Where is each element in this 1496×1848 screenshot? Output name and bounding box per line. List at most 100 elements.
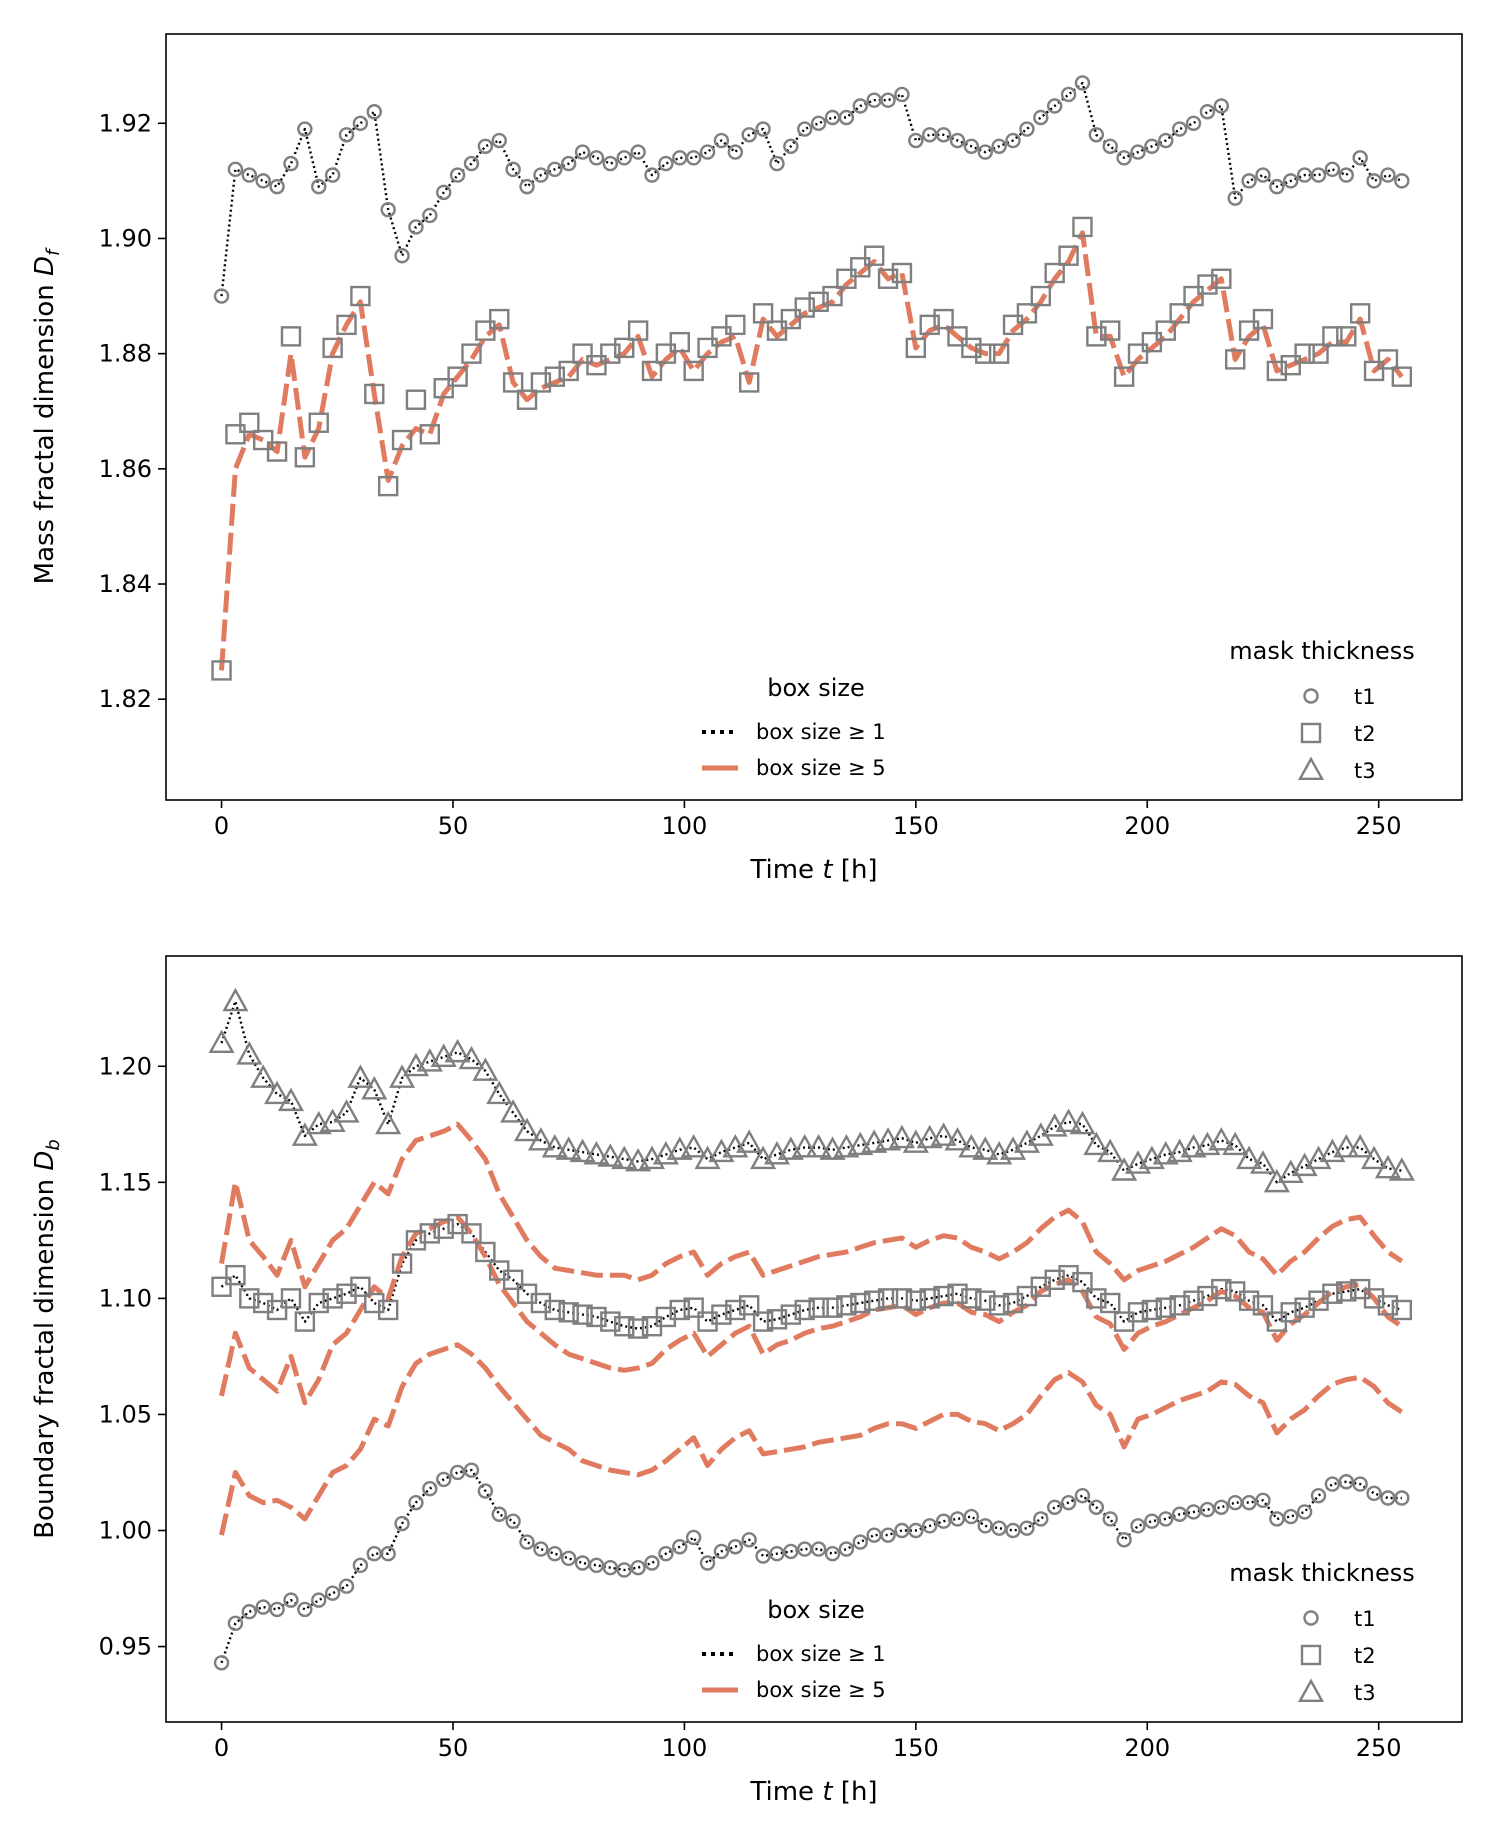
data-point-circle — [1158, 132, 1174, 149]
data-point-triangle — [1249, 1150, 1277, 1174]
data-point-square — [239, 412, 260, 433]
legend-mask-thickness: mask thickness t1 t2 t3 — [1229, 637, 1414, 783]
data-point-circle — [1102, 138, 1118, 155]
data-point-square — [1280, 354, 1301, 376]
data-point-square — [1391, 1299, 1413, 1321]
data-point-circle — [1199, 104, 1216, 120]
data-point-circle — [630, 1559, 646, 1576]
data-point-square — [530, 372, 552, 393]
x-tick-label: 0 — [214, 1734, 229, 1762]
data-point-triangle — [236, 1041, 263, 1065]
data-point-square — [322, 1288, 343, 1309]
data-point-circle — [1394, 1490, 1410, 1506]
data-point-triangle — [833, 1134, 860, 1158]
data-point-triangle — [444, 1038, 471, 1063]
x-axis-label-unit: [h] — [841, 1777, 878, 1807]
data-point-circle — [949, 1511, 966, 1527]
data-point-circle — [436, 1471, 452, 1488]
data-point-square — [1238, 1290, 1260, 1311]
series-line-3 — [219, 1214, 1404, 1406]
data-point-triangle — [500, 1099, 527, 1123]
data-point-square — [627, 1318, 649, 1339]
data-point-circle — [1144, 1513, 1160, 1529]
data-point-circle — [1310, 1487, 1327, 1504]
data-point-square — [336, 1283, 357, 1304]
data-point-circle — [1116, 1532, 1132, 1548]
data-point-circle — [1366, 173, 1382, 189]
data-point-square — [1002, 314, 1024, 336]
data-point-circle — [1005, 132, 1021, 149]
data-point-square — [308, 412, 329, 433]
data-point-square — [725, 314, 746, 336]
data-point-square — [919, 1288, 940, 1309]
data-point-circle — [755, 1548, 771, 1564]
data-point-triangle — [958, 1134, 985, 1158]
data-point-circle — [519, 178, 535, 195]
data-point-circle — [616, 1562, 632, 1578]
data-point-circle — [1380, 167, 1396, 183]
data-point-square — [1086, 1288, 1107, 1309]
data-point-square — [725, 1299, 746, 1321]
data-point-circle — [1130, 144, 1146, 160]
data-point-square — [794, 297, 815, 318]
data-point-square — [850, 1292, 871, 1314]
legend-box-size: box size box size ≥ 1 box size ≥ 5 — [702, 1596, 886, 1702]
legend-label: t1 — [1354, 1607, 1376, 1631]
data-point-square — [780, 308, 802, 330]
data-point-triangle — [486, 1080, 513, 1105]
legend-marker-triangle — [1297, 1678, 1325, 1703]
data-point-square — [1183, 1290, 1204, 1311]
data-point-square — [502, 1269, 524, 1291]
y-tick-label: 1.84 — [99, 570, 152, 598]
data-point-square — [1294, 1297, 1315, 1318]
data-point-circle — [324, 1585, 341, 1601]
legend-label: t3 — [1354, 759, 1376, 783]
data-point-circle — [547, 1546, 563, 1562]
data-point-square — [822, 285, 843, 307]
data-point-square — [1044, 262, 1065, 284]
data-point-triangle — [1236, 1145, 1263, 1170]
data-point-square — [739, 372, 760, 393]
data-point-square — [1336, 326, 1357, 347]
data-point-triangle — [875, 1127, 902, 1151]
data-point-triangle — [1083, 1131, 1110, 1156]
data-point-square — [1238, 320, 1260, 341]
data-point-square — [669, 1299, 690, 1321]
data-point-circle — [852, 98, 868, 114]
data-point-circle — [1269, 178, 1285, 195]
data-point-circle — [1088, 1499, 1105, 1515]
data-point-triangle — [916, 1124, 943, 1149]
axes-frame — [165, 955, 1463, 1723]
data-point-square — [1155, 1297, 1176, 1318]
data-point-circle — [1019, 1520, 1035, 1536]
data-point-circle — [213, 288, 230, 304]
data-point-square — [364, 1292, 385, 1314]
data-point-circle — [963, 138, 980, 155]
data-point-square — [905, 337, 927, 359]
data-point-square — [655, 1306, 677, 1328]
data-point-circle — [227, 161, 244, 178]
data-point-circle — [755, 121, 771, 137]
data-point-square — [905, 1290, 927, 1311]
data-point-circle — [658, 155, 674, 172]
data-point-square — [891, 262, 913, 284]
data-point-circle — [1296, 1504, 1313, 1520]
data-point-square — [1100, 1292, 1121, 1314]
data-point-triangle — [541, 1134, 568, 1158]
data-point-circle — [616, 150, 632, 166]
data-point-square — [405, 389, 427, 410]
data-point-circle — [769, 1546, 785, 1562]
data-point-circle — [1046, 1499, 1063, 1515]
data-point-triangle — [208, 1029, 235, 1054]
data-point-circle — [547, 161, 563, 178]
data-point-circle — [491, 1506, 507, 1522]
data-point-circle — [602, 1559, 619, 1576]
data-point-square — [1086, 326, 1107, 347]
data-point-circle — [366, 104, 382, 120]
data-point-circle — [1241, 173, 1257, 189]
data-point-square — [586, 354, 607, 376]
plot-area — [208, 987, 1415, 1671]
data-point-circle — [741, 1532, 757, 1548]
data-point-triangle — [291, 1122, 318, 1146]
data-point-circle — [324, 167, 341, 183]
